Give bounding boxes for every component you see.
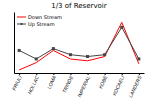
legend-swatch (17, 24, 26, 25)
marker (35, 57, 38, 60)
legend-label: Down Stream (28, 14, 62, 20)
x-tick-label: FRIULI (11, 74, 23, 91)
x-tick-label: LOMA (46, 74, 58, 90)
x-tick-mark (122, 73, 123, 75)
x-tick-label: HOLLAC (26, 74, 40, 95)
x-tick-mark (36, 73, 37, 75)
x-tick-label: IMPERIAL (76, 74, 91, 98)
marker (52, 47, 55, 50)
legend-item: Up Stream (17, 21, 55, 28)
x-tick-label: KOBE (97, 74, 109, 90)
x-tick-label: TRINDE (61, 74, 75, 94)
marker (86, 55, 89, 58)
legend-item: Down Stream (17, 14, 62, 20)
chart: FRIULIHOLLAC LOMATRINDEIMPERIAL KOBEKOCAEL… (0, 0, 150, 100)
x-tick: LANDERS (127, 73, 143, 98)
x-tick-mark (139, 73, 140, 75)
x-tick-mark (70, 73, 71, 75)
y-axis (14, 13, 15, 74)
marks (18, 22, 141, 70)
x-tick-mark (105, 73, 106, 75)
marker (137, 57, 140, 60)
x-axis: FRIULIHOLLAC LOMATRINDEIMPERIAL KOBEKOCAEL… (11, 73, 145, 98)
marker (18, 49, 21, 52)
legend-marker (21, 23, 23, 25)
x-tick: LOMA (46, 73, 58, 90)
x-tick: KOBE (97, 73, 109, 90)
title: 1/3 of Reservoir (51, 2, 107, 10)
x-tick: HOLLAC (26, 73, 40, 95)
plot: FRIULIHOLLAC LOMATRINDEIMPERIAL KOBEKOCAEL… (11, 13, 145, 99)
legend: Down StreamUp Stream (17, 14, 62, 28)
x-tick: TRINDE (61, 73, 75, 94)
x-axis-line (15, 73, 145, 74)
legend-label: Up Stream (28, 21, 55, 28)
series-line (19, 27, 139, 59)
x-tick: FRIULI (11, 73, 23, 91)
x-tick: IMPERIAL (76, 73, 91, 98)
x-tick-mark (53, 73, 54, 75)
series-line (19, 22, 139, 70)
marker (120, 26, 123, 29)
legend-swatch (17, 17, 26, 18)
x-tick-mark (88, 73, 89, 75)
x-tick-label: KOCAELI (111, 74, 126, 97)
x-tick-mark (19, 73, 20, 75)
y-axis-line (14, 13, 15, 74)
x-tick-label: LANDERS (127, 74, 143, 99)
marker (69, 53, 72, 56)
marker (103, 53, 106, 56)
x-tick: KOCAELI (111, 73, 126, 97)
